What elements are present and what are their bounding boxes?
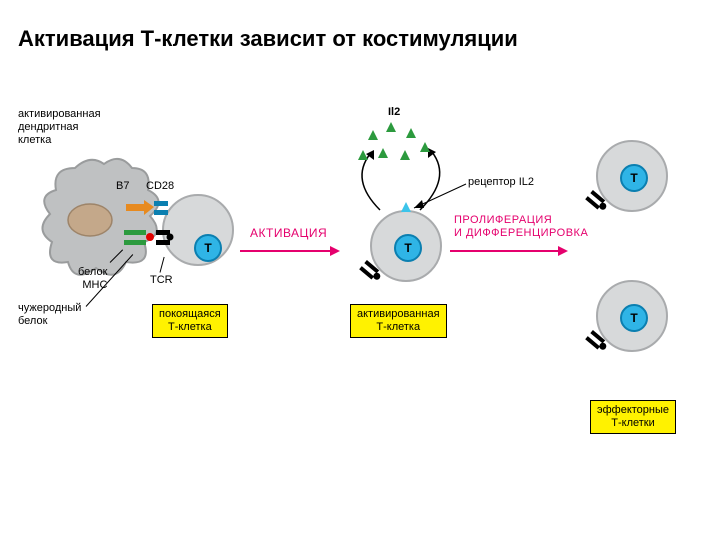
tcell-core: T: [394, 234, 422, 262]
il2-icon: [386, 122, 396, 132]
il2-icon: [406, 128, 416, 138]
il2-icon: [400, 150, 410, 160]
page-title: Активация Т-клетки зависит от костимуляц…: [18, 26, 518, 52]
tcr-eff1: [584, 188, 614, 218]
tcr-activated: [358, 258, 388, 288]
label-il2: Il2: [388, 106, 400, 119]
label-mhc: белок MHC: [78, 266, 107, 292]
label-il2-receptor: рецептор IL2: [468, 176, 534, 189]
tcell-letter: T: [404, 241, 411, 255]
label-tcr: TCR: [150, 274, 173, 287]
box-activated: активированная Т-клетка: [350, 304, 447, 338]
tcell-core: T: [620, 164, 648, 192]
il2-icon: [368, 130, 378, 140]
label-b7: B7: [116, 180, 129, 193]
label-cd28: CD28: [146, 180, 174, 193]
tcell-letter: T: [630, 311, 637, 325]
label-dendritic: активированная дендритная клетка: [18, 108, 101, 148]
tcell-letter: T: [630, 171, 637, 185]
proliferation-arrow: [450, 246, 568, 256]
activation-arrow: [240, 246, 340, 256]
tcr-eff2: [584, 328, 614, 358]
il2-icon: [378, 148, 388, 158]
box-effector: эффекторные Т-клетки: [590, 400, 676, 434]
tcell-letter: T: [204, 241, 211, 255]
box-resting: покоящаяся Т-клетка: [152, 304, 228, 338]
label-foreign: чужеродный белок: [18, 302, 81, 328]
leader-il2r: [410, 182, 470, 212]
il2-icon: [358, 150, 368, 160]
il2-icon: [420, 142, 430, 152]
tcell-core: T: [620, 304, 648, 332]
diagram-canvas: Активация Т-клетки зависит от костимуляц…: [0, 0, 720, 540]
activation-label: АКТИВАЦИЯ: [250, 226, 327, 240]
proliferation-label: ПРОЛИФЕРАЦИЯ И ДИФФЕРЕНЦИРОВКА: [454, 214, 588, 240]
tcell-core: T: [194, 234, 222, 262]
